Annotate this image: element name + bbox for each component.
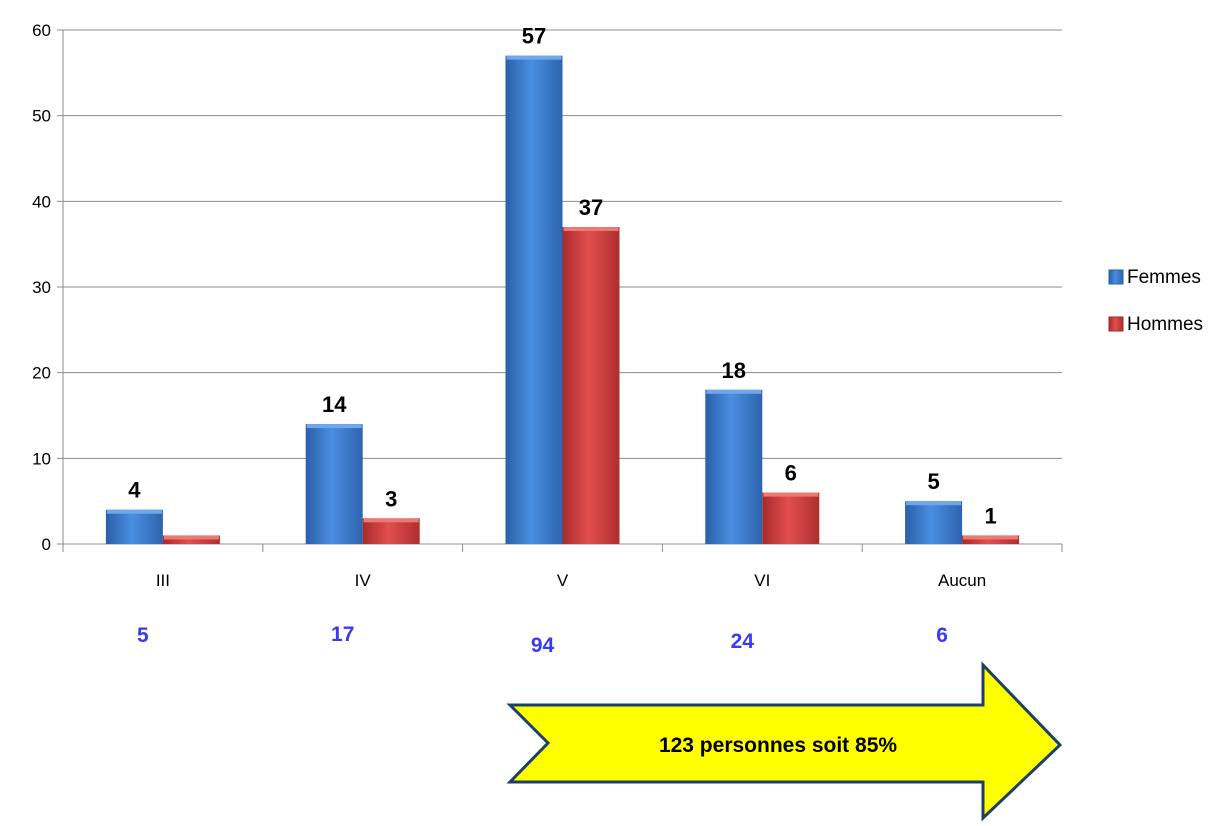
bar-hommes <box>562 227 620 545</box>
category-total-label: 17 <box>331 623 354 646</box>
data-label: 18 <box>722 358 746 383</box>
category-total-label: 6 <box>936 624 948 647</box>
legend: Femmes Hommes <box>1108 267 1203 335</box>
y-tick-label: 0 <box>42 535 51 554</box>
bar-hommes <box>762 492 820 544</box>
bar-highlight <box>563 227 619 232</box>
x-tick-label: V <box>557 571 569 590</box>
y-tick-label: 50 <box>32 107 51 126</box>
data-label: 37 <box>579 195 603 220</box>
data-label: 57 <box>522 24 546 49</box>
x-tick-label: III <box>156 571 170 590</box>
data-label: 1 <box>984 503 996 528</box>
x-tick-label: IV <box>355 571 372 590</box>
legend-label: Hommes <box>1127 314 1203 335</box>
data-labels: 5 4 17 14 3 94 57 37 24 18 6 6 5 1 <box>128 24 996 657</box>
bar-highlight <box>963 535 1019 540</box>
legend-swatch-femmes <box>1108 269 1124 285</box>
bar-femmes <box>505 55 563 544</box>
bar-highlight <box>906 501 962 506</box>
callout-arrow: 123 personnes soit 85% <box>506 661 1063 822</box>
category-total-label: 24 <box>731 630 755 653</box>
callout-text: 123 personnes soit 85% <box>659 734 897 757</box>
bar-hommes <box>962 535 1020 544</box>
category-total-label: 94 <box>531 634 555 657</box>
legend-label: Femmes <box>1127 267 1201 288</box>
bar-highlight <box>506 55 562 60</box>
y-tick-label: 20 <box>32 364 51 383</box>
callout-arrow-shape <box>506 661 1063 822</box>
y-tick-label: 10 <box>32 449 51 468</box>
data-label: 3 <box>385 486 397 511</box>
bar-highlight <box>306 424 362 429</box>
bar-femmes <box>105 509 163 544</box>
x-tick-label: VI <box>754 571 770 590</box>
bar-highlight <box>163 535 219 540</box>
bar-highlight <box>763 492 819 497</box>
bar-highlight <box>363 518 419 523</box>
y-tick-label: 40 <box>32 192 51 211</box>
bar-femmes <box>305 424 363 544</box>
data-label: 5 <box>927 469 939 494</box>
y-tick-label: 60 <box>32 21 51 40</box>
bar-femmes <box>905 501 963 544</box>
bar-highlight <box>106 509 162 514</box>
bar-femmes <box>705 389 763 544</box>
data-label: 14 <box>322 392 347 417</box>
y-tick-label: 30 <box>32 278 51 297</box>
bar-hommes <box>362 518 420 544</box>
bar-highlight <box>706 389 762 394</box>
data-label: 4 <box>128 478 141 503</box>
category-total-label: 5 <box>137 624 149 647</box>
data-label: 6 <box>785 461 797 486</box>
x-tick-label: Aucun <box>938 571 986 590</box>
bars <box>105 55 1020 545</box>
bar-hommes <box>162 535 220 544</box>
legend-swatch-hommes <box>1108 316 1124 332</box>
